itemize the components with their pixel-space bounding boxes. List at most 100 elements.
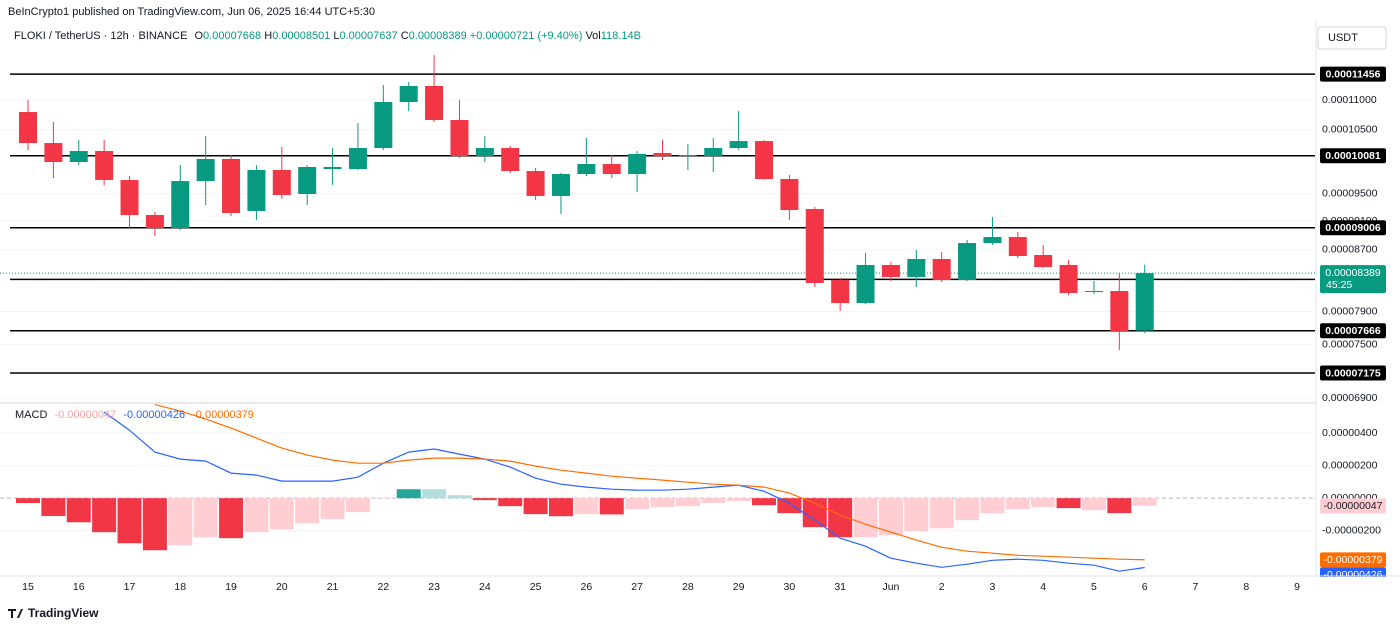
change: +0.00000721 (+9.40%) [470, 30, 583, 42]
candle-body [602, 163, 621, 175]
histogram-bar [1081, 498, 1106, 511]
candle-body [196, 159, 215, 182]
signal-value: -0.00000379 [192, 409, 254, 421]
candle-body [856, 264, 875, 304]
y-tick-label: 0.00011000 [1322, 94, 1377, 106]
histogram-bar [1107, 498, 1132, 514]
x-tick-label: Jun [882, 581, 899, 593]
candle-body [19, 112, 37, 144]
y-tick-label: 0.00007500 [1322, 339, 1378, 351]
candle-body [1084, 290, 1103, 293]
histogram-value: -0.00000047 [54, 409, 116, 421]
histogram-bar [1132, 498, 1157, 506]
level-label: 0.00009006 [1325, 222, 1381, 234]
histogram-bar [777, 498, 802, 514]
histogram-bar [142, 498, 167, 551]
histogram-bar [574, 498, 599, 515]
currency-button[interactable] [1317, 26, 1387, 50]
histogram-bar [472, 498, 497, 501]
histogram-bar [904, 498, 929, 532]
x-tick-label: 25 [530, 581, 542, 593]
x-tick-label: 29 [733, 581, 745, 593]
x-tick-label: 30 [784, 581, 796, 593]
x-tick-label: 5 [1091, 581, 1097, 593]
current-price: 0.00008389 [1325, 267, 1381, 279]
candle-body [247, 169, 266, 212]
histogram-bar [193, 498, 218, 538]
candle-body [932, 258, 951, 280]
x-tick-label: 15 [22, 581, 34, 593]
candle-body [44, 143, 63, 163]
histogram-bar [675, 498, 700, 507]
candle-body [425, 85, 444, 121]
candle-body [501, 148, 520, 172]
candle-body [653, 153, 672, 157]
y-tick-label: 0.00008700 [1322, 244, 1378, 256]
candle-body [222, 159, 241, 214]
last-value-bg [1320, 498, 1386, 514]
histogram-bar [320, 498, 345, 520]
histogram-bar [345, 498, 370, 513]
histogram-bar [396, 489, 421, 499]
histogram-bar [625, 498, 650, 510]
x-tick-label: 4 [1040, 581, 1046, 593]
level-label-bg [1320, 323, 1386, 339]
x-tick-label: 26 [581, 581, 593, 593]
candle-body [551, 174, 570, 196]
histogram-bar [371, 498, 396, 499]
histogram-bar [422, 489, 447, 499]
candle-body [526, 171, 545, 196]
candle-body [1008, 237, 1027, 257]
symbol: FLOKI / TetherUS · 12h · BINANCE [14, 30, 187, 42]
level-label-bg [1320, 365, 1386, 381]
candle-body [958, 243, 977, 280]
low-value: 0.00007637 [340, 30, 398, 42]
histogram-bar [599, 498, 624, 515]
candle-body [983, 237, 1002, 244]
y-tick-label: -0.00000200 [1322, 524, 1381, 536]
histogram-bar [16, 498, 40, 504]
candle-body [577, 163, 596, 175]
current-price-bg [1320, 265, 1386, 294]
close-value: 0.00008389 [409, 30, 467, 42]
histogram-bar [41, 498, 66, 517]
plot [16, 55, 1157, 572]
candle-body [120, 179, 139, 216]
x-tick-label: 16 [73, 581, 85, 593]
y-tick-label: 0.00000400 [1322, 427, 1378, 439]
histogram-bar [269, 498, 294, 530]
histogram-bar [929, 498, 954, 529]
histogram-bar [1031, 498, 1056, 508]
x-tick-label: 21 [327, 581, 339, 593]
level-label: 0.00010081 [1325, 150, 1381, 162]
open-label: O [194, 30, 203, 42]
open-value: 0.00007668 [203, 30, 261, 42]
histogram-bar [853, 498, 878, 538]
last-value-label: -0.00000379 [1324, 554, 1383, 566]
close-label: C [401, 30, 409, 42]
candle-body [1059, 264, 1078, 293]
last-value-bg [1320, 552, 1386, 568]
y-tick-label: 0.00006900 [1322, 392, 1378, 404]
high-value: 0.00008501 [272, 30, 330, 42]
volume: 118.14B [601, 30, 641, 42]
x-tick-label: 17 [124, 581, 136, 593]
currency[interactable]: USDT [1328, 32, 1358, 44]
candle-body [628, 153, 647, 175]
candle-body [171, 181, 190, 229]
histogram-bar [802, 498, 827, 528]
time-axis-bg [0, 577, 1400, 600]
candle-body [907, 258, 926, 277]
candle-body [95, 151, 114, 180]
x-tick-label: 31 [834, 581, 846, 593]
histogram-bar [980, 498, 1005, 514]
level-label-bg [1320, 220, 1386, 236]
countdown: 45:25 [1326, 279, 1352, 291]
volume-label: Vol [585, 30, 600, 42]
histogram-bar [244, 498, 269, 533]
x-tick-label: 20 [276, 581, 288, 593]
macd-legend: MACD -0.00000047 -0.00000426 -0.00000379 [15, 409, 254, 421]
candle-body [450, 120, 469, 157]
candle-body [1034, 254, 1053, 268]
candle-body [272, 169, 291, 196]
